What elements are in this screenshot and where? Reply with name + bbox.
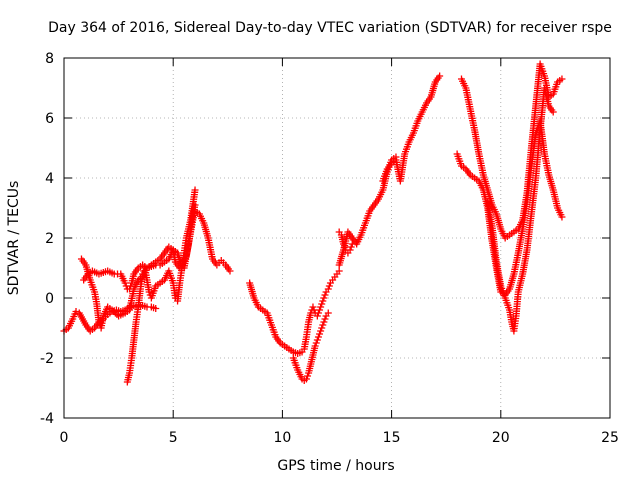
data-point bbox=[321, 291, 329, 299]
data-point bbox=[191, 186, 199, 194]
data-point bbox=[72, 308, 80, 315]
data-point bbox=[313, 312, 321, 320]
series-h bbox=[335, 228, 356, 257]
y-axis-label: SDTVAR / TECUs bbox=[6, 181, 22, 296]
data-point bbox=[320, 294, 328, 302]
data-point bbox=[311, 342, 319, 350]
data-points bbox=[60, 60, 566, 386]
data-point bbox=[436, 72, 444, 80]
chart-title: Day 364 of 2016, Sidereal Day-to-day VTE… bbox=[48, 20, 612, 36]
data-point bbox=[302, 375, 310, 383]
data-point bbox=[347, 243, 355, 251]
data-point bbox=[95, 318, 103, 326]
data-point bbox=[335, 267, 343, 275]
grid bbox=[64, 58, 610, 418]
data-point bbox=[348, 240, 356, 248]
data-point bbox=[226, 267, 234, 275]
data-point bbox=[312, 339, 320, 347]
data-point bbox=[318, 300, 326, 308]
data-point bbox=[317, 327, 325, 335]
data-point bbox=[111, 309, 119, 317]
series-k bbox=[457, 60, 566, 242]
data-point bbox=[304, 372, 312, 380]
axis-ticks: 0 5 10 15 20 25 -4 -2 0 2 4 6 8 bbox=[40, 51, 619, 446]
y-tick-label: 4 bbox=[45, 171, 54, 187]
data-point bbox=[558, 75, 566, 83]
x-axis-label: GPS time / hours bbox=[277, 458, 394, 474]
y-tick-label: 2 bbox=[45, 231, 54, 247]
data-point bbox=[127, 282, 135, 290]
y-tick-label: 8 bbox=[45, 51, 54, 67]
x-tick-label: 0 bbox=[60, 430, 69, 446]
data-point bbox=[317, 303, 325, 311]
series-i bbox=[379, 72, 444, 185]
y-tick-label: 6 bbox=[45, 111, 54, 127]
data-point bbox=[325, 282, 333, 290]
data-point bbox=[316, 330, 324, 338]
data-point bbox=[145, 288, 153, 296]
x-tick-label: 20 bbox=[492, 430, 510, 446]
data-point bbox=[558, 213, 566, 221]
x-tick-label: 15 bbox=[383, 430, 401, 446]
y-tick-label: 0 bbox=[45, 291, 54, 307]
series-c bbox=[80, 207, 234, 293]
y-tick-label: -2 bbox=[40, 351, 54, 367]
data-point bbox=[314, 309, 322, 317]
data-point bbox=[108, 306, 116, 314]
series-l bbox=[484, 84, 557, 335]
data-point bbox=[324, 309, 332, 317]
series-f bbox=[289, 309, 332, 384]
data-point bbox=[319, 297, 327, 305]
data-point bbox=[319, 321, 327, 329]
data-point bbox=[549, 108, 557, 116]
data-point bbox=[324, 285, 332, 293]
data-point bbox=[139, 270, 147, 278]
data-point bbox=[314, 333, 322, 341]
data-point bbox=[126, 285, 134, 293]
data-point bbox=[318, 324, 326, 332]
data-point bbox=[313, 336, 321, 344]
series-j bbox=[453, 117, 566, 299]
data-point bbox=[110, 308, 118, 315]
x-tick-label: 10 bbox=[273, 430, 291, 446]
x-tick-label: 25 bbox=[601, 430, 619, 446]
x-tick-label: 5 bbox=[169, 430, 178, 446]
series-d bbox=[123, 186, 199, 386]
series-e bbox=[246, 267, 343, 357]
y-tick-label: -4 bbox=[40, 411, 54, 427]
data-point bbox=[121, 279, 129, 287]
data-point bbox=[316, 306, 324, 314]
data-point bbox=[152, 305, 160, 312]
data-point bbox=[321, 315, 329, 323]
data-point bbox=[340, 240, 348, 248]
data-point bbox=[320, 318, 328, 326]
data-point bbox=[341, 243, 349, 251]
data-point bbox=[346, 246, 354, 254]
data-point bbox=[309, 303, 317, 311]
